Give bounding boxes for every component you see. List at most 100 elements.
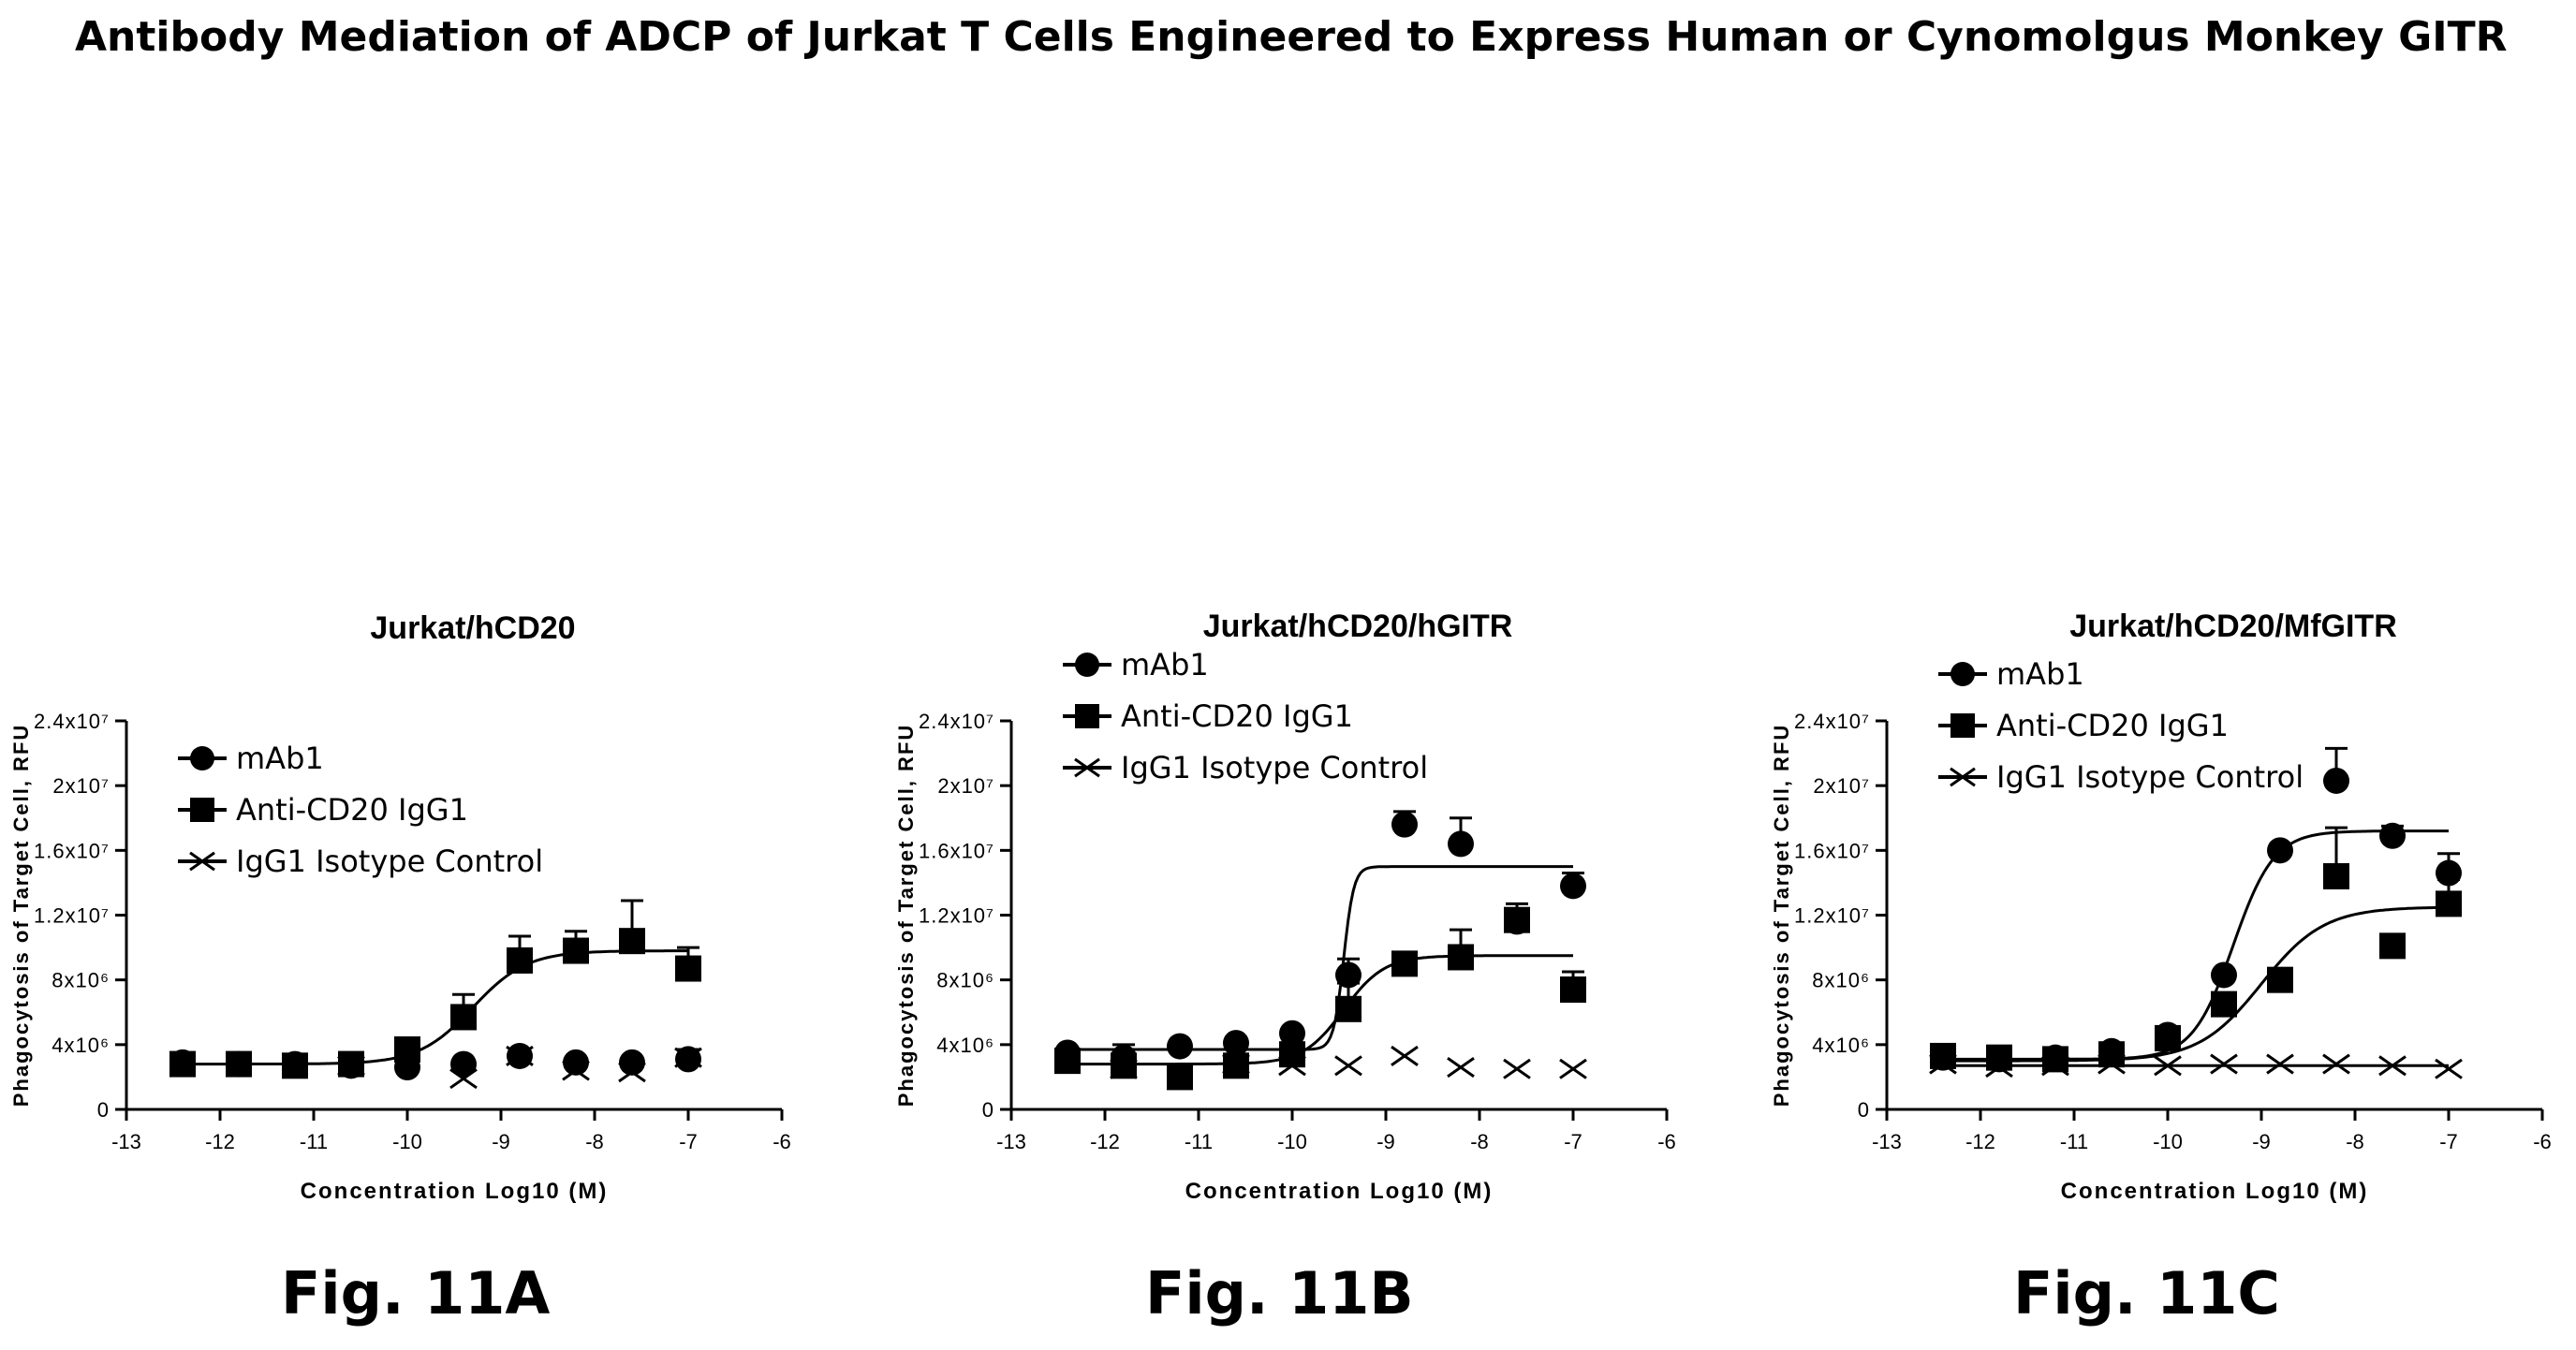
marker-x-stroke xyxy=(2435,1058,2463,1079)
marker-x xyxy=(2098,1053,2126,1075)
x-tick-label: -12 xyxy=(1090,1130,1120,1153)
marker-square xyxy=(450,1004,477,1031)
marker-square xyxy=(226,1050,252,1078)
marker-circle xyxy=(1223,1030,1249,1057)
legend-entry: mAb1 xyxy=(178,741,324,776)
legend-label: mAb1 xyxy=(1121,647,1209,682)
marker-circle xyxy=(1335,961,1362,989)
y-tick-label: 1.6x10⁷ xyxy=(34,839,110,862)
x-tick-label: -10 xyxy=(1277,1130,1307,1153)
marker-x-stroke xyxy=(1278,1055,1306,1077)
x-axis-label: Concentration Log10 (M) xyxy=(301,1179,609,1204)
legend-label: IgG1 Isotype Control xyxy=(236,844,543,879)
marker-square xyxy=(2436,890,2462,917)
x-tick-label: -11 xyxy=(1185,1130,1213,1153)
marker-square xyxy=(2323,863,2349,889)
marker-square xyxy=(1279,1041,1305,1068)
y-axis-label: Phagocytosis of Target Cell, RFU xyxy=(894,724,918,1108)
series-igg1-isotype-control xyxy=(1929,1053,2463,1079)
legend-label: Anti-CD20 IgG1 xyxy=(236,792,468,828)
marker-x xyxy=(1074,757,1100,778)
marker-x-stroke xyxy=(1391,1045,1419,1066)
y-tick-label: 2.4x10⁷ xyxy=(1794,710,1870,733)
y-axis-label: Phagocytosis of Target Cell, RFU xyxy=(9,724,33,1108)
marker-x xyxy=(1334,1055,1362,1077)
marker-x-stroke xyxy=(674,1047,702,1068)
marker-square xyxy=(1504,906,1530,933)
y-tick-label: 1.6x10⁷ xyxy=(1794,839,1870,862)
y-tick-label: 4x10⁶ xyxy=(52,1034,110,1057)
legend-entry: IgG1 Isotype Control xyxy=(178,844,543,879)
legend-label: mAb1 xyxy=(1996,656,2084,692)
marker-square xyxy=(1391,950,1418,977)
marker-x-stroke xyxy=(449,1068,478,1090)
chart-panel-c: Jurkat/hCD20/MfGITR 0 4x10⁶ 8x10⁶ 1.2x10⁷ 1.6… xyxy=(1760,580,2576,1236)
marker-x xyxy=(449,1068,478,1090)
marker-x-stroke xyxy=(1929,1053,1957,1075)
marker-square xyxy=(2211,990,2237,1018)
marker-square xyxy=(1560,976,1586,1004)
x-tick-label: -6 xyxy=(1657,1130,1676,1153)
marker-x xyxy=(337,1055,365,1077)
y-tick-label: 2x10⁷ xyxy=(1813,774,1870,798)
x-tick-label: -11 xyxy=(2060,1130,2088,1153)
marker-square xyxy=(169,1050,196,1078)
marker-square xyxy=(619,928,645,955)
marker-x-stroke xyxy=(1503,1058,1531,1079)
marker-circle xyxy=(2323,767,2349,794)
marker-x xyxy=(2378,1055,2407,1077)
chart-title: Jurkat/hCD20/MfGITR xyxy=(2069,609,2397,644)
marker-square xyxy=(1448,944,1474,971)
legend-label: IgG1 Isotype Control xyxy=(1121,750,1428,785)
marker-x xyxy=(2322,1053,2350,1075)
x-axis-label: Concentration Log10 (M) xyxy=(2061,1179,2369,1204)
marker-x xyxy=(1985,1057,2013,1079)
marker-x-stroke xyxy=(1985,1057,2013,1079)
x-tick-label: -6 xyxy=(2533,1130,2552,1153)
marker-x-stroke xyxy=(2378,1055,2407,1077)
legend-entry: IgG1 Isotype Control xyxy=(1938,759,2304,795)
marker-x-stroke xyxy=(2098,1053,2126,1075)
x-tick-label: -7 xyxy=(1564,1130,1582,1153)
marker-square xyxy=(1075,704,1099,728)
legend-entry: Anti-CD20 IgG1 xyxy=(178,792,468,828)
marker-x xyxy=(1110,1058,1138,1079)
marker-x-stroke xyxy=(1222,1053,1250,1075)
x-tick-label: -9 xyxy=(1376,1130,1395,1153)
y-tick-label: 2x10⁷ xyxy=(937,774,994,798)
figure-label-c: Fig. 11C xyxy=(2013,1259,2280,1328)
marker-square xyxy=(1054,1048,1081,1075)
figure-title: Antibody Mediation of ADCP of Jurkat T C… xyxy=(75,13,2508,61)
marker-x xyxy=(618,1062,646,1083)
y-tick-label: 1.2x10⁷ xyxy=(1794,904,1870,928)
marker-square xyxy=(2379,932,2406,960)
marker-x xyxy=(1391,1045,1419,1066)
figure-label-a: Fig. 11A xyxy=(281,1259,551,1328)
marker-x xyxy=(2266,1053,2294,1075)
marker-x xyxy=(1929,1053,1957,1075)
y-tick-label: 0 xyxy=(1858,1098,1870,1122)
fit-curve xyxy=(183,949,688,1066)
y-tick-label: 8x10⁶ xyxy=(1812,969,1870,992)
marker-x-stroke xyxy=(2322,1053,2350,1075)
y-tick-label: 4x10⁶ xyxy=(1812,1034,1870,1057)
marker-x xyxy=(2154,1055,2182,1077)
marker-circle xyxy=(190,746,214,770)
marker-x-stroke xyxy=(1447,1057,1475,1079)
figure-label-b: Fig. 11B xyxy=(1145,1259,1414,1328)
x-tick-label: -9 xyxy=(2252,1130,2271,1153)
marker-square xyxy=(2155,1024,2181,1051)
legend-label: Anti-CD20 IgG1 xyxy=(1121,698,1353,734)
y-axis-label: Phagocytosis of Target Cell, RFU xyxy=(1770,724,1793,1108)
marker-x-stroke xyxy=(337,1055,365,1077)
marker-circle xyxy=(2267,837,2293,864)
marker-x-stroke xyxy=(1074,757,1100,778)
marker-x xyxy=(506,1045,534,1066)
chart-panel-a: Jurkat/hCD20 0 4x10⁶ 8x10⁶ 1.2x10⁷ 1.6x10⁷ 2x1… xyxy=(0,580,843,1236)
marker-x xyxy=(1278,1055,1306,1077)
marker-square xyxy=(394,1036,420,1064)
marker-x xyxy=(1222,1053,1250,1075)
marker-x xyxy=(2435,1058,2463,1079)
chart-title: Jurkat/hCD20/hGITR xyxy=(1203,609,1513,644)
marker-square xyxy=(1950,713,1975,738)
